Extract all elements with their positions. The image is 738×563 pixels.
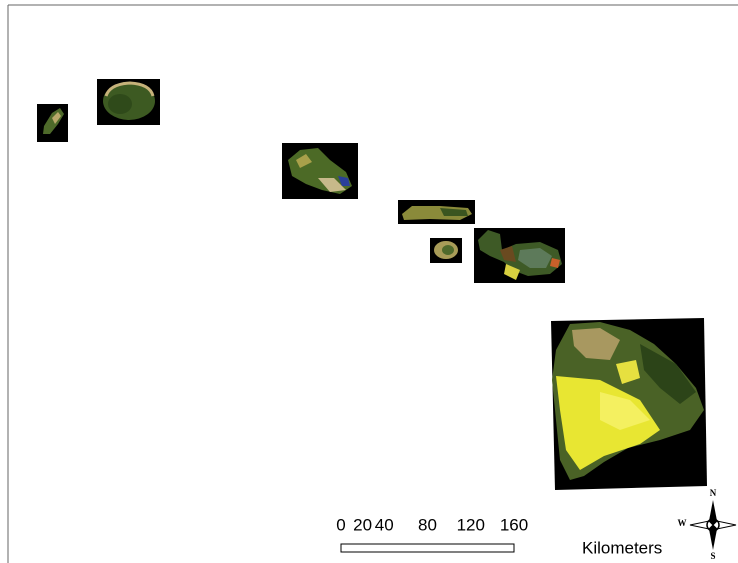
north-arrow: N W S xyxy=(678,488,737,561)
compass-point xyxy=(690,521,713,529)
scale-bar-outline xyxy=(341,544,514,552)
scale-tick-label: 20 xyxy=(353,515,372,534)
islands xyxy=(37,79,707,490)
scale-unit: Kilometers xyxy=(582,538,662,557)
scale-tick-label: 40 xyxy=(375,515,394,534)
island-detail xyxy=(108,94,132,114)
compass-point xyxy=(709,525,717,550)
scale-tick-label: 160 xyxy=(500,515,528,534)
compass-point xyxy=(713,521,736,529)
scale-tick-label: 0 xyxy=(336,515,345,534)
compass-west: W xyxy=(678,518,687,528)
map: Kilometers 0 2040 80 120 160 N W S xyxy=(0,0,738,563)
scale-tick-label: 80 xyxy=(418,515,437,534)
page: Kilometers 0204080120160 N W S (() => { … xyxy=(0,0,738,563)
scale-tick-label: 120 xyxy=(457,515,485,534)
compass-north: N xyxy=(710,488,717,498)
compass-point xyxy=(709,500,717,525)
compass-south: S xyxy=(710,551,715,561)
island-detail xyxy=(442,245,454,255)
